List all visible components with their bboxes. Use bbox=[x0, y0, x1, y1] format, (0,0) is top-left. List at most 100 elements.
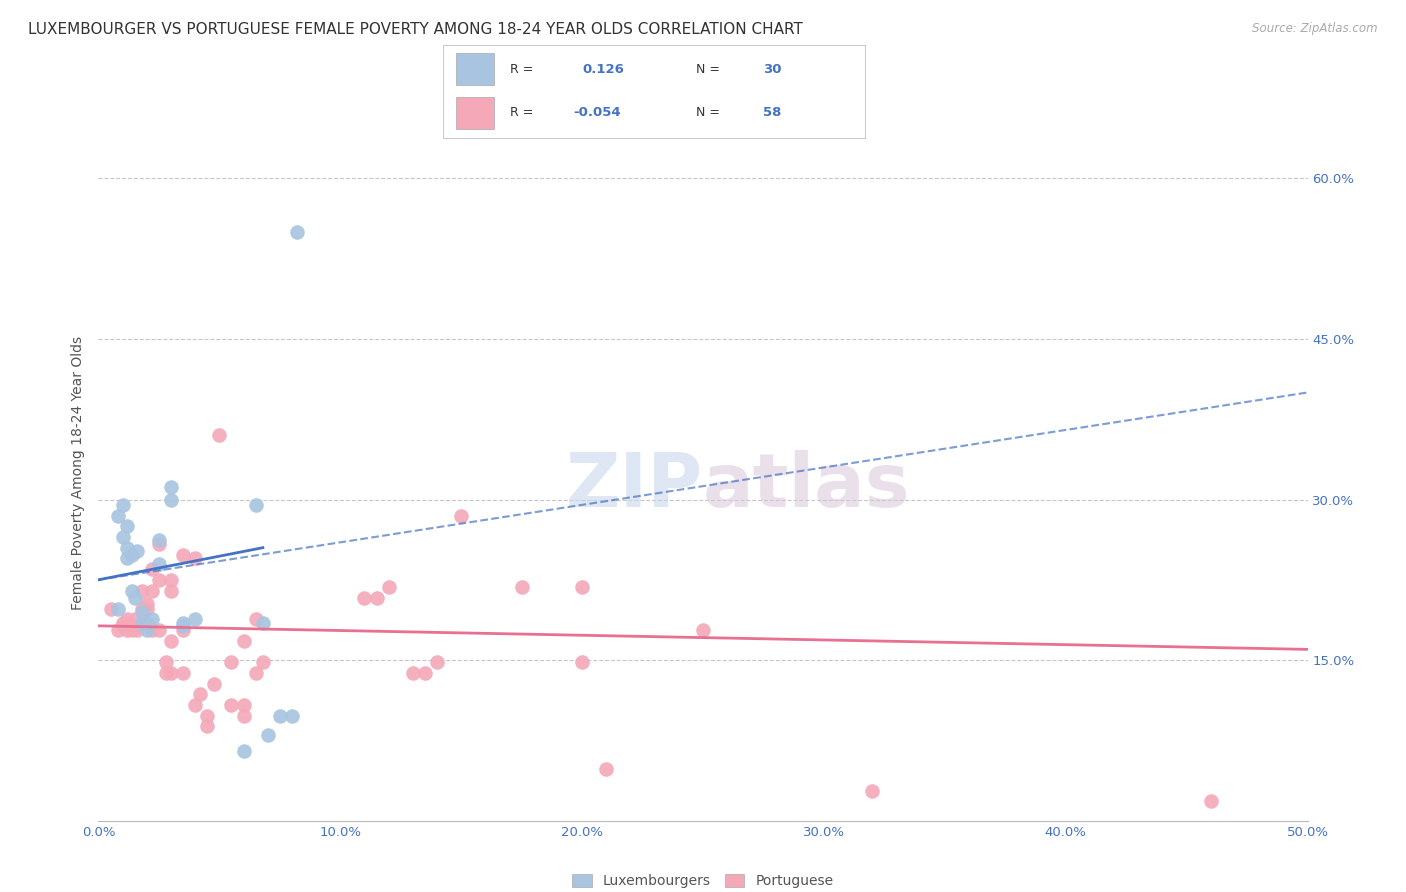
Point bbox=[111, 619, 134, 633]
Point bbox=[117, 623, 139, 637]
Point bbox=[148, 557, 170, 571]
Point bbox=[148, 533, 170, 548]
Text: atlas: atlas bbox=[703, 450, 910, 524]
Point bbox=[117, 519, 139, 533]
Text: 58: 58 bbox=[763, 106, 782, 120]
Point bbox=[135, 615, 157, 630]
Text: -0.054: -0.054 bbox=[574, 106, 621, 120]
Point bbox=[413, 665, 436, 680]
Text: 0.126: 0.126 bbox=[582, 63, 624, 77]
Point bbox=[285, 225, 308, 239]
Point bbox=[121, 548, 143, 562]
Point bbox=[117, 541, 139, 555]
Point bbox=[148, 573, 170, 587]
Point bbox=[245, 612, 267, 626]
Text: Source: ZipAtlas.com: Source: ZipAtlas.com bbox=[1253, 22, 1378, 36]
Point bbox=[281, 708, 304, 723]
Point bbox=[571, 655, 593, 669]
Point bbox=[111, 615, 134, 630]
Point bbox=[571, 580, 593, 594]
Point bbox=[107, 601, 129, 615]
Point bbox=[172, 548, 194, 562]
Point bbox=[402, 665, 425, 680]
FancyBboxPatch shape bbox=[456, 97, 494, 129]
Text: 30: 30 bbox=[763, 63, 782, 77]
Point bbox=[160, 583, 183, 598]
Point bbox=[148, 537, 170, 551]
Point bbox=[160, 492, 183, 507]
Point bbox=[135, 623, 157, 637]
Point bbox=[245, 665, 267, 680]
Text: N =: N = bbox=[696, 63, 720, 77]
Point bbox=[510, 580, 533, 594]
Point bbox=[141, 583, 163, 598]
Point bbox=[184, 612, 207, 626]
Text: R =: R = bbox=[510, 63, 534, 77]
Point bbox=[245, 498, 267, 512]
Point bbox=[252, 655, 274, 669]
Point bbox=[172, 619, 194, 633]
Point bbox=[160, 573, 183, 587]
Point bbox=[135, 601, 157, 615]
Point bbox=[232, 633, 254, 648]
Point bbox=[595, 762, 617, 776]
Point bbox=[184, 698, 207, 712]
Text: LUXEMBOURGER VS PORTUGUESE FEMALE POVERTY AMONG 18-24 YEAR OLDS CORRELATION CHAR: LUXEMBOURGER VS PORTUGUESE FEMALE POVERT… bbox=[28, 22, 803, 37]
Point bbox=[121, 623, 143, 637]
Point bbox=[195, 708, 218, 723]
Point bbox=[204, 676, 226, 690]
Point bbox=[184, 551, 207, 566]
Point bbox=[221, 655, 243, 669]
Point bbox=[107, 508, 129, 523]
Point bbox=[141, 612, 163, 626]
Point bbox=[131, 583, 153, 598]
Point bbox=[148, 623, 170, 637]
Point bbox=[117, 551, 139, 566]
Point bbox=[172, 623, 194, 637]
Point bbox=[135, 598, 157, 612]
Point bbox=[232, 744, 254, 758]
Point bbox=[160, 480, 183, 494]
Legend: Luxembourgers, Portuguese: Luxembourgers, Portuguese bbox=[567, 869, 839, 892]
Text: R =: R = bbox=[510, 106, 534, 120]
Point bbox=[131, 605, 153, 619]
Point bbox=[692, 623, 714, 637]
Point bbox=[450, 508, 472, 523]
Point bbox=[195, 719, 218, 733]
Point bbox=[155, 655, 177, 669]
Point bbox=[127, 619, 149, 633]
Point bbox=[366, 591, 388, 605]
Point bbox=[131, 601, 153, 615]
Point bbox=[121, 583, 143, 598]
Point bbox=[131, 615, 153, 630]
Point bbox=[1199, 794, 1222, 808]
Point bbox=[172, 665, 194, 680]
FancyBboxPatch shape bbox=[456, 53, 494, 85]
Point bbox=[127, 544, 149, 558]
Point bbox=[269, 708, 291, 723]
Point bbox=[117, 612, 139, 626]
Y-axis label: Female Poverty Among 18-24 Year Olds: Female Poverty Among 18-24 Year Olds bbox=[70, 335, 84, 610]
Text: ZIP: ZIP bbox=[565, 450, 703, 524]
Point bbox=[377, 580, 399, 594]
Point bbox=[353, 591, 375, 605]
Point bbox=[160, 633, 183, 648]
Point bbox=[124, 591, 146, 605]
Point bbox=[426, 655, 449, 669]
Point bbox=[127, 623, 149, 637]
Point bbox=[860, 783, 883, 797]
Point bbox=[111, 498, 134, 512]
Text: N =: N = bbox=[696, 106, 720, 120]
Point bbox=[252, 615, 274, 630]
Point bbox=[160, 665, 183, 680]
Point bbox=[208, 428, 231, 442]
Point bbox=[172, 615, 194, 630]
Point bbox=[188, 687, 211, 701]
Point bbox=[141, 562, 163, 576]
Point bbox=[141, 623, 163, 637]
Point bbox=[107, 623, 129, 637]
Point bbox=[100, 601, 122, 615]
Point bbox=[232, 698, 254, 712]
Point bbox=[124, 612, 146, 626]
Point bbox=[155, 665, 177, 680]
